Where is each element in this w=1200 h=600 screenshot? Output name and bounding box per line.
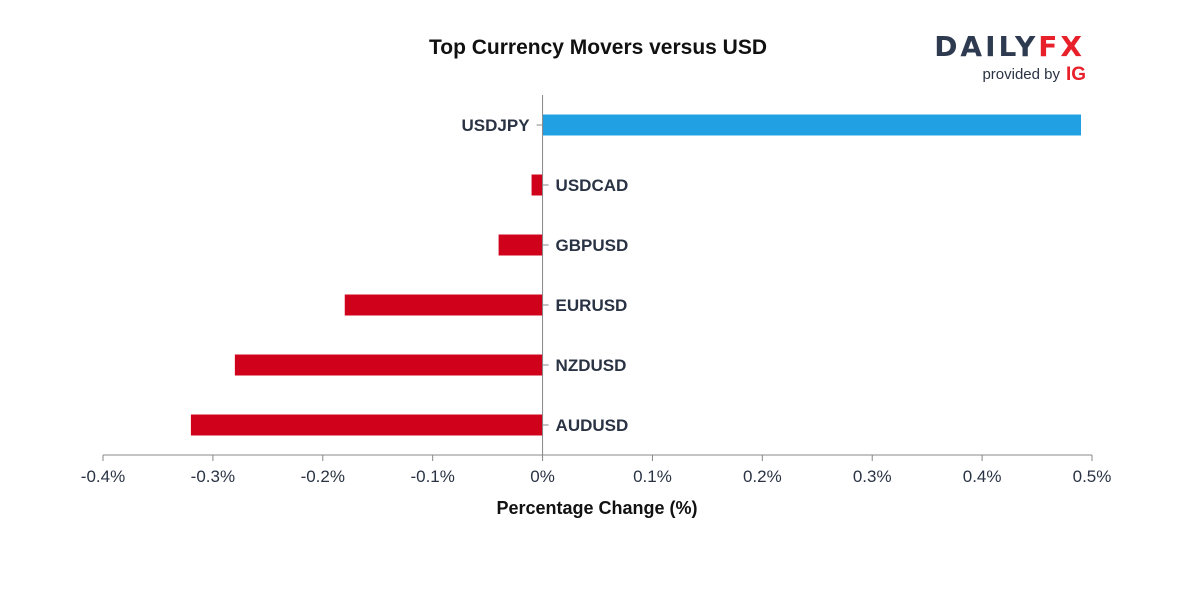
- logo-ig-text: IG: [1066, 64, 1086, 85]
- bar-nzdusd: [234, 354, 543, 376]
- category-label-audusd: AUDUSD: [556, 416, 629, 435]
- logo-daily-text: DAILY: [934, 30, 1038, 63]
- x-tick-label: 0.4%: [963, 467, 1002, 486]
- x-axis-title: Percentage Change (%): [496, 498, 697, 518]
- dailyfx-logo: DAILYFX provided by IG: [934, 30, 1086, 85]
- x-tick-label: -0.4%: [81, 467, 125, 486]
- bar-usdcad: [531, 174, 543, 196]
- category-label-nzdusd: NZDUSD: [556, 356, 627, 375]
- dailyfx-wordmark: DAILYFX: [934, 30, 1085, 63]
- x-tick-label: -0.1%: [410, 467, 454, 486]
- logo-provided-by-text: provided by: [982, 66, 1060, 83]
- category-label-gbpusd: GBPUSD: [556, 236, 629, 255]
- x-tick-label: 0.3%: [853, 467, 892, 486]
- bar-eurusd: [344, 294, 543, 316]
- bar-usdjpy: [542, 114, 1082, 136]
- x-tick-label: 0%: [530, 467, 555, 486]
- bar-gbpusd: [498, 234, 543, 256]
- logo-fx-text: FX: [1038, 30, 1085, 63]
- chart-title: Top Currency Movers versus USD: [429, 36, 767, 59]
- x-tick-label: 0.2%: [743, 467, 782, 486]
- category-label-usdcad: USDCAD: [556, 176, 629, 195]
- category-label-usdjpy: USDJPY: [462, 116, 531, 135]
- x-tick-label: -0.3%: [191, 467, 235, 486]
- bar-audusd: [190, 414, 543, 436]
- x-tick-label: 0.5%: [1073, 467, 1112, 486]
- category-label-eurusd: EURUSD: [556, 296, 628, 315]
- x-tick-label: -0.2%: [301, 467, 345, 486]
- x-tick-label: 0.1%: [633, 467, 672, 486]
- plot-area: USDJPY USDCAD GBPUSD EURUSD NZDUSD AUDUSD -0.4…: [81, 95, 1112, 486]
